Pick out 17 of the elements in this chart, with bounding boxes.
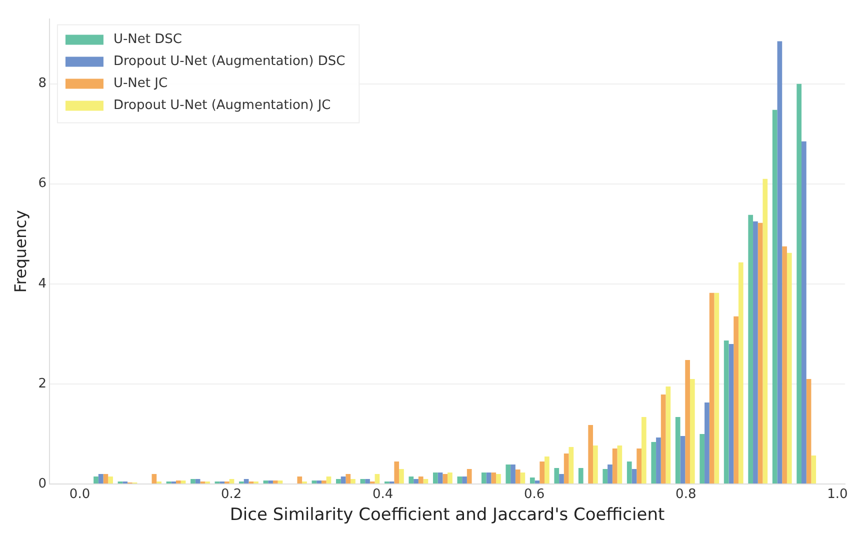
x-tick-label: 0.6 <box>524 487 545 502</box>
y-tick-label: 8 <box>38 76 46 92</box>
y-tick-label: 4 <box>38 276 46 292</box>
y-tick-label: 6 <box>38 176 46 192</box>
y-axis-title: Frequency <box>10 210 30 293</box>
x-tick-label: 1.0 <box>827 487 848 502</box>
legend-label: U-Net DSC <box>113 32 182 48</box>
x-tick-label: 0.4 <box>372 487 394 502</box>
y-tick-label: 2 <box>38 376 46 392</box>
x-axis-title: Dice Similarity Coefficient and Jaccard's Coefficient <box>230 505 665 526</box>
legend-label: U-Net JC <box>113 76 168 92</box>
x-tick-label: 0.0 <box>69 487 90 502</box>
legend-label: Dropout U-Net (Augmentation) JC <box>113 98 331 114</box>
x-tick-label: 0.8 <box>676 487 696 502</box>
y-tick-label: 0 <box>38 476 46 492</box>
legend-label: Dropout U-Net (Augmentation) DSC <box>113 54 346 70</box>
x-tick-label: 0.2 <box>220 487 242 502</box>
